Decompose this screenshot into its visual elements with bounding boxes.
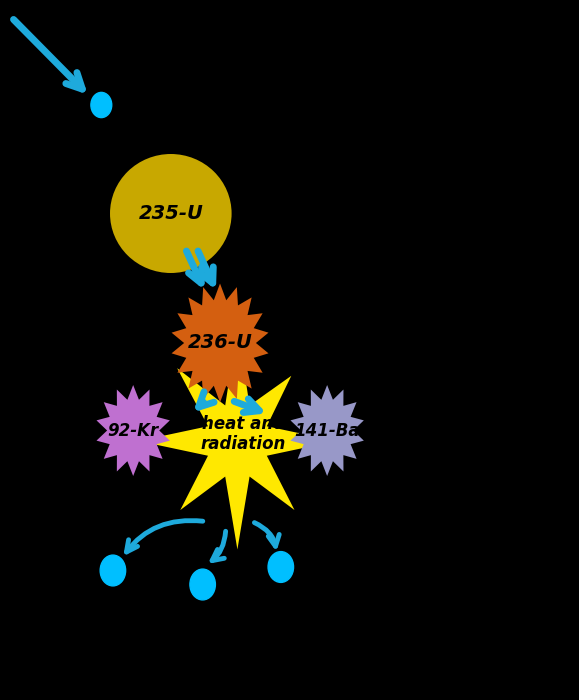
Ellipse shape [110, 154, 232, 273]
Circle shape [268, 552, 294, 582]
Text: heat and
radiation: heat and radiation [200, 414, 286, 454]
Text: 235-U: 235-U [138, 204, 203, 223]
Polygon shape [97, 385, 170, 476]
Circle shape [100, 555, 126, 586]
Circle shape [91, 92, 112, 118]
Polygon shape [171, 284, 269, 402]
Text: 141-Ba: 141-Ba [294, 421, 360, 440]
Polygon shape [138, 327, 336, 550]
Text: 236-U: 236-U [188, 333, 252, 353]
Text: 92-Kr: 92-Kr [108, 421, 159, 440]
Polygon shape [291, 385, 364, 476]
Circle shape [190, 569, 215, 600]
